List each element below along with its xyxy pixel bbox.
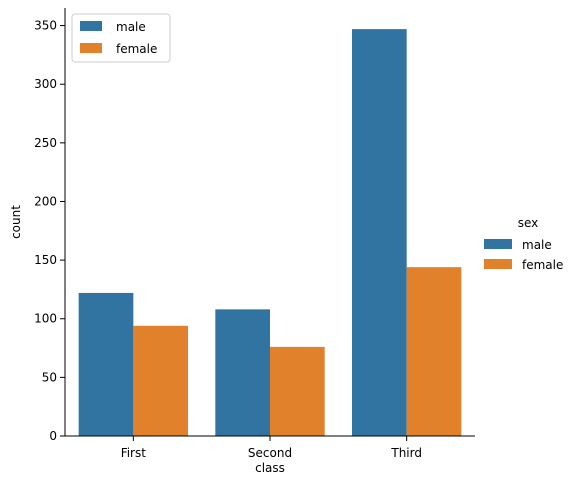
legend-outer: sex male female xyxy=(484,216,563,272)
y-ticks: 0 50 100 150 200 250 300 350 xyxy=(34,19,65,443)
y-tick-label: 200 xyxy=(34,194,57,208)
x-tick-label: Third xyxy=(390,446,422,460)
legend-inner-swatch-male xyxy=(80,21,102,31)
bars-group xyxy=(78,29,462,437)
bar-female-third xyxy=(406,267,462,436)
bar-male-third xyxy=(352,29,407,437)
x-ticks: First Second Third xyxy=(121,436,422,460)
y-tick-label: 50 xyxy=(42,370,57,384)
y-tick-label: 350 xyxy=(34,19,57,33)
y-tick-label: 250 xyxy=(34,136,57,150)
legend-outer-swatch-female xyxy=(484,259,512,269)
y-tick-label: 300 xyxy=(34,77,57,91)
legend-inner-label-female: female xyxy=(116,42,157,56)
x-tick-label: First xyxy=(121,446,147,460)
legend-inner-label-male: male xyxy=(116,20,146,34)
bar-female-first xyxy=(133,325,188,436)
legend-inner-swatch-female xyxy=(80,43,102,53)
y-tick-label: 150 xyxy=(34,253,57,267)
legend-outer-label-male: male xyxy=(522,238,552,252)
y-tick-label: 100 xyxy=(34,312,57,326)
x-tick-label: Second xyxy=(248,446,292,460)
bar-male-first xyxy=(78,292,134,436)
legend-inner: male female xyxy=(71,13,171,63)
y-tick-label: 0 xyxy=(49,429,57,443)
y-axis-label: count xyxy=(9,205,23,239)
bar-male-second xyxy=(215,309,270,436)
legend-outer-title: sex xyxy=(518,216,539,230)
legend-outer-label-female: female xyxy=(522,258,563,272)
legend-outer-swatch-male xyxy=(484,239,512,249)
x-axis-label: class xyxy=(255,461,285,475)
bar-female-second xyxy=(270,346,325,436)
